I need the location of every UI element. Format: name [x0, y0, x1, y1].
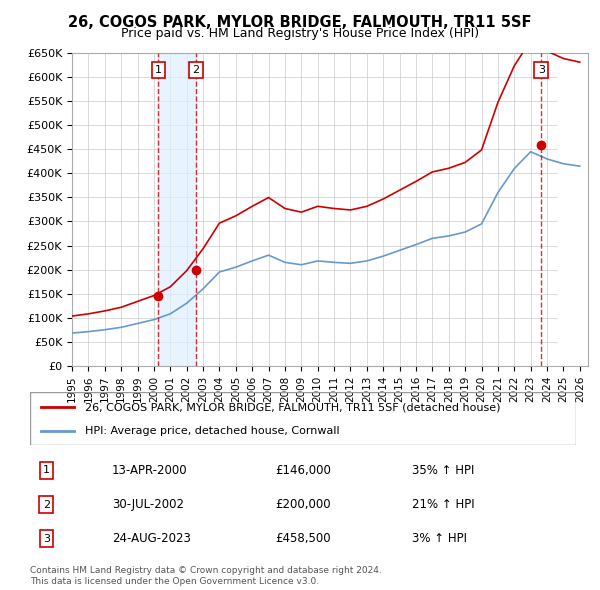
Text: 24-AUG-2023: 24-AUG-2023 — [112, 532, 191, 545]
Text: Price paid vs. HM Land Registry's House Price Index (HPI): Price paid vs. HM Land Registry's House … — [121, 27, 479, 40]
Text: 1: 1 — [43, 466, 50, 476]
Bar — [158, 53, 196, 366]
Text: 2: 2 — [193, 65, 200, 75]
Text: 3: 3 — [538, 65, 545, 75]
Text: £458,500: £458,500 — [276, 532, 331, 545]
Text: 35% ↑ HPI: 35% ↑ HPI — [412, 464, 475, 477]
Text: 26, COGOS PARK, MYLOR BRIDGE, FALMOUTH, TR11 5SF (detached house): 26, COGOS PARK, MYLOR BRIDGE, FALMOUTH, … — [85, 402, 500, 412]
Bar — [557, 53, 588, 366]
Text: 21% ↑ HPI: 21% ↑ HPI — [412, 498, 475, 511]
Text: HPI: Average price, detached house, Cornwall: HPI: Average price, detached house, Corn… — [85, 425, 339, 435]
Text: 30-JUL-2002: 30-JUL-2002 — [112, 498, 184, 511]
Text: 3: 3 — [43, 534, 50, 543]
Text: 13-APR-2000: 13-APR-2000 — [112, 464, 188, 477]
Text: Contains HM Land Registry data © Crown copyright and database right 2024.
This d: Contains HM Land Registry data © Crown c… — [30, 566, 382, 586]
Text: £200,000: £200,000 — [276, 498, 331, 511]
Text: 2: 2 — [43, 500, 50, 510]
Text: £146,000: £146,000 — [276, 464, 332, 477]
Text: 26, COGOS PARK, MYLOR BRIDGE, FALMOUTH, TR11 5SF: 26, COGOS PARK, MYLOR BRIDGE, FALMOUTH, … — [68, 15, 532, 30]
Bar — [557, 53, 588, 366]
Text: 3% ↑ HPI: 3% ↑ HPI — [412, 532, 467, 545]
Text: 1: 1 — [155, 65, 162, 75]
